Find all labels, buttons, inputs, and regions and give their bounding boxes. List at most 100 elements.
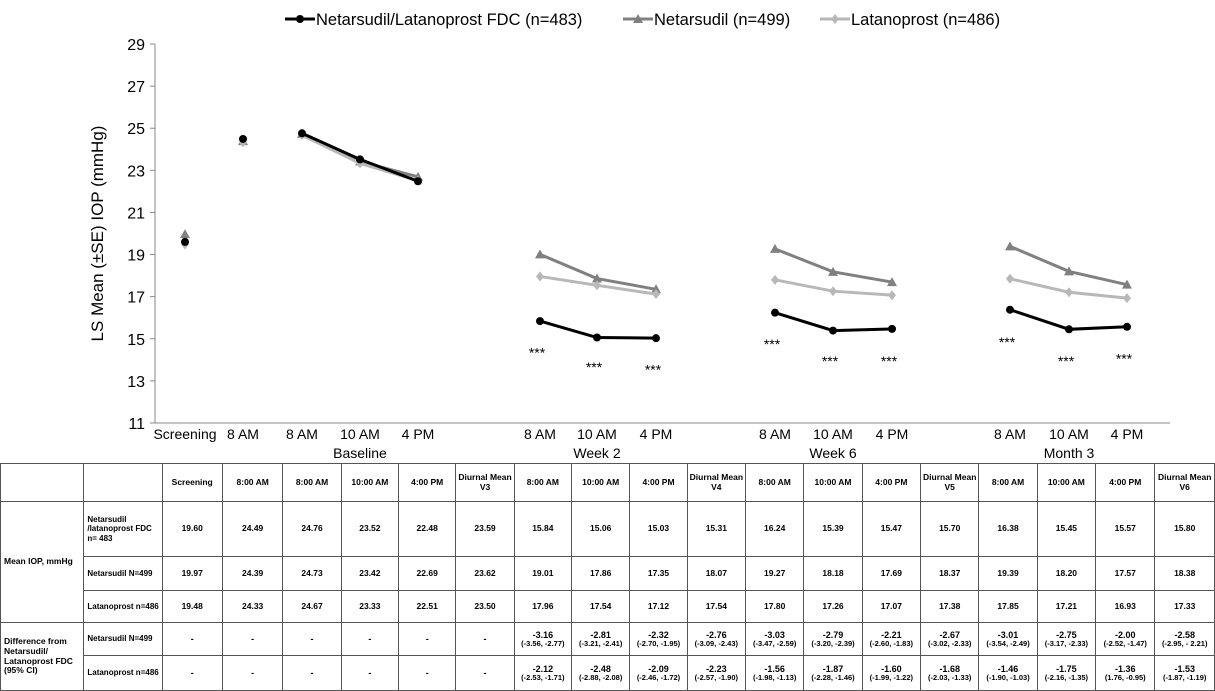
diff-value: -2.75 [1056, 629, 1077, 640]
diff-value: -3.16 [532, 629, 554, 640]
x-tick-label: 4 PM [876, 426, 909, 442]
ci-value: (-2.60, -1.83) [869, 638, 914, 648]
x-tick-label: 4 PM [640, 426, 673, 442]
table-cell: -1.68 (-2.03, -1.33) [920, 655, 980, 691]
diff-value: -2.76 [706, 629, 727, 640]
table-cell: 23.33 [340, 590, 400, 623]
table-cell: 18.38 [1154, 556, 1215, 591]
table-cell: 22.48 [398, 501, 457, 557]
y-tick-label: 19 [127, 248, 145, 265]
table-cell: 19.01 [513, 556, 573, 591]
ci-value: (-3.47, -2.59) [752, 638, 797, 648]
x-tick-label: 4 PM [1111, 426, 1144, 442]
table-row: Difference from Netarsudil/ Latanoprost … [0, 622, 1215, 691]
table-cell: -2.32 (-2.70, -1.95) [629, 622, 688, 656]
column-header: 8:00 AM [513, 463, 573, 502]
data-point [652, 334, 660, 343]
x-group-label: Week 6 [809, 445, 856, 461]
diff-value: -2.79 [822, 629, 844, 640]
significance-label: *** [822, 353, 839, 369]
ci-value: (-2.52, -1.47) [1103, 638, 1147, 648]
table-cell: 17.57 [1095, 556, 1156, 591]
column-header: 8:00 AM [221, 463, 284, 502]
ci-value: (-3.02, -2.33) [928, 638, 972, 648]
table-row: Latanoprost n=486 - - - - - - -2.12 (-2.53, -1.7… [1, 655, 1215, 691]
data-point [1123, 322, 1131, 331]
table-cell: 15.31 [686, 501, 747, 557]
table-cell: 17.54 [686, 590, 747, 623]
ci-value: (-2.70, -1.95) [636, 638, 681, 648]
table-cell: 18.37 [920, 556, 980, 591]
diff-value: - [190, 667, 194, 678]
y-tick-label: 17 [127, 290, 145, 307]
table-cell: -2.23 (-2.57, -1.90) [686, 655, 747, 691]
diff-value: - [310, 633, 314, 644]
significance-label: *** [586, 359, 603, 375]
significance-label: *** [881, 353, 898, 369]
diff-value: -1.46 [997, 663, 1019, 674]
ci-value: (-2.53, -1.71) [521, 672, 565, 682]
y-tick-label: 15 [127, 332, 145, 349]
diff-value: -1.36 [1115, 663, 1136, 674]
table-cell: 18.18 [803, 556, 863, 591]
data-point [831, 14, 839, 24]
table-cell: 15.45 [1036, 501, 1097, 557]
table-cell: - [282, 655, 342, 691]
diff-value: -2.21 [881, 629, 902, 640]
ci-value: (-3.21, -2.41) [578, 638, 623, 648]
table-cell: 22.51 [398, 590, 457, 623]
table-cell: 23.52 [340, 501, 400, 557]
legend-label: Netarsudil (n=499) [654, 11, 790, 29]
y-tick-label: 21 [127, 205, 145, 222]
chart-annotations: *** *** *** *** *** *** *** *** *** [529, 334, 1133, 377]
table-cell: 15.06 [570, 501, 631, 557]
column-header: 8:00 AM [282, 463, 342, 502]
table-cell: 15.39 [803, 501, 863, 557]
diff-value: - [483, 667, 487, 678]
ci-value: (-3.54, -2.49) [986, 638, 1030, 648]
table-cell: - [398, 622, 457, 656]
table-cell: -2.21 (-2.60, -1.83) [861, 622, 922, 656]
data-point [888, 290, 896, 301]
chart-series [180, 128, 1132, 343]
data-point [1123, 293, 1131, 304]
iop-line-chart: Netarsudil/Latanoprost FDC (n=483) Netars… [88, 11, 1170, 461]
legend-item: Latanoprost (n=486) [820, 11, 1000, 29]
legend-label: Latanoprost (n=486) [851, 11, 1000, 29]
x-group-label: Baseline [333, 445, 387, 461]
row-group-label: Difference from Netarsudil/ Latanoprost … [0, 622, 85, 691]
diff-value: - [425, 667, 429, 678]
column-header: Diurnal Mean V4 [686, 463, 747, 502]
ci-value: (-1.99, -1.22) [869, 672, 914, 682]
diff-value: - [425, 633, 429, 644]
data-point [1005, 241, 1015, 251]
table-cell: - [161, 622, 223, 656]
diff-value: -1.87 [822, 663, 844, 674]
column-header: 10:00 AM [1036, 463, 1097, 502]
ci-value: (-2.03, -1.33) [928, 672, 972, 682]
data-point [828, 266, 838, 276]
diff-value: -2.09 [648, 663, 669, 674]
table-cell: 17.80 [744, 590, 805, 623]
significance-label: *** [1058, 353, 1075, 369]
ci-value: (-3.20, -2.39) [811, 638, 855, 648]
x-group-label: Week 2 [573, 445, 620, 461]
table-cell: -1.46 (-1.90, -1.03) [978, 655, 1038, 691]
diff-value: -2.00 [1115, 629, 1136, 640]
table-cell: -2.09 (-2.46, -1.72) [629, 655, 688, 691]
row-label: Netarsudil /latanoprost FDC n= 483 [83, 501, 163, 557]
table-cell: -1.87 (-2.28, -1.46) [803, 655, 863, 691]
x-tick-label: 4 PM [402, 426, 435, 442]
table-cell: 24.67 [282, 590, 342, 623]
column-header: 10:00 AM [570, 463, 631, 502]
table-cell: 15.57 [1095, 501, 1156, 557]
ci-value: (-3.56, -2.77) [521, 638, 565, 648]
row-group-label: Mean IOP, mmHg [0, 501, 85, 623]
table-cell: -2.58 (-2.95, - 2.21) [1154, 622, 1215, 656]
ci-value: (-1.87, -1.19) [1163, 672, 1207, 682]
table-cell: 19.97 [161, 556, 223, 591]
header-cell-empty [83, 463, 163, 502]
diff-value: -2.23 [706, 663, 727, 674]
table-cell: 16.24 [744, 501, 805, 557]
table-cell: -3.03 (-3.47, -2.59) [744, 622, 805, 656]
